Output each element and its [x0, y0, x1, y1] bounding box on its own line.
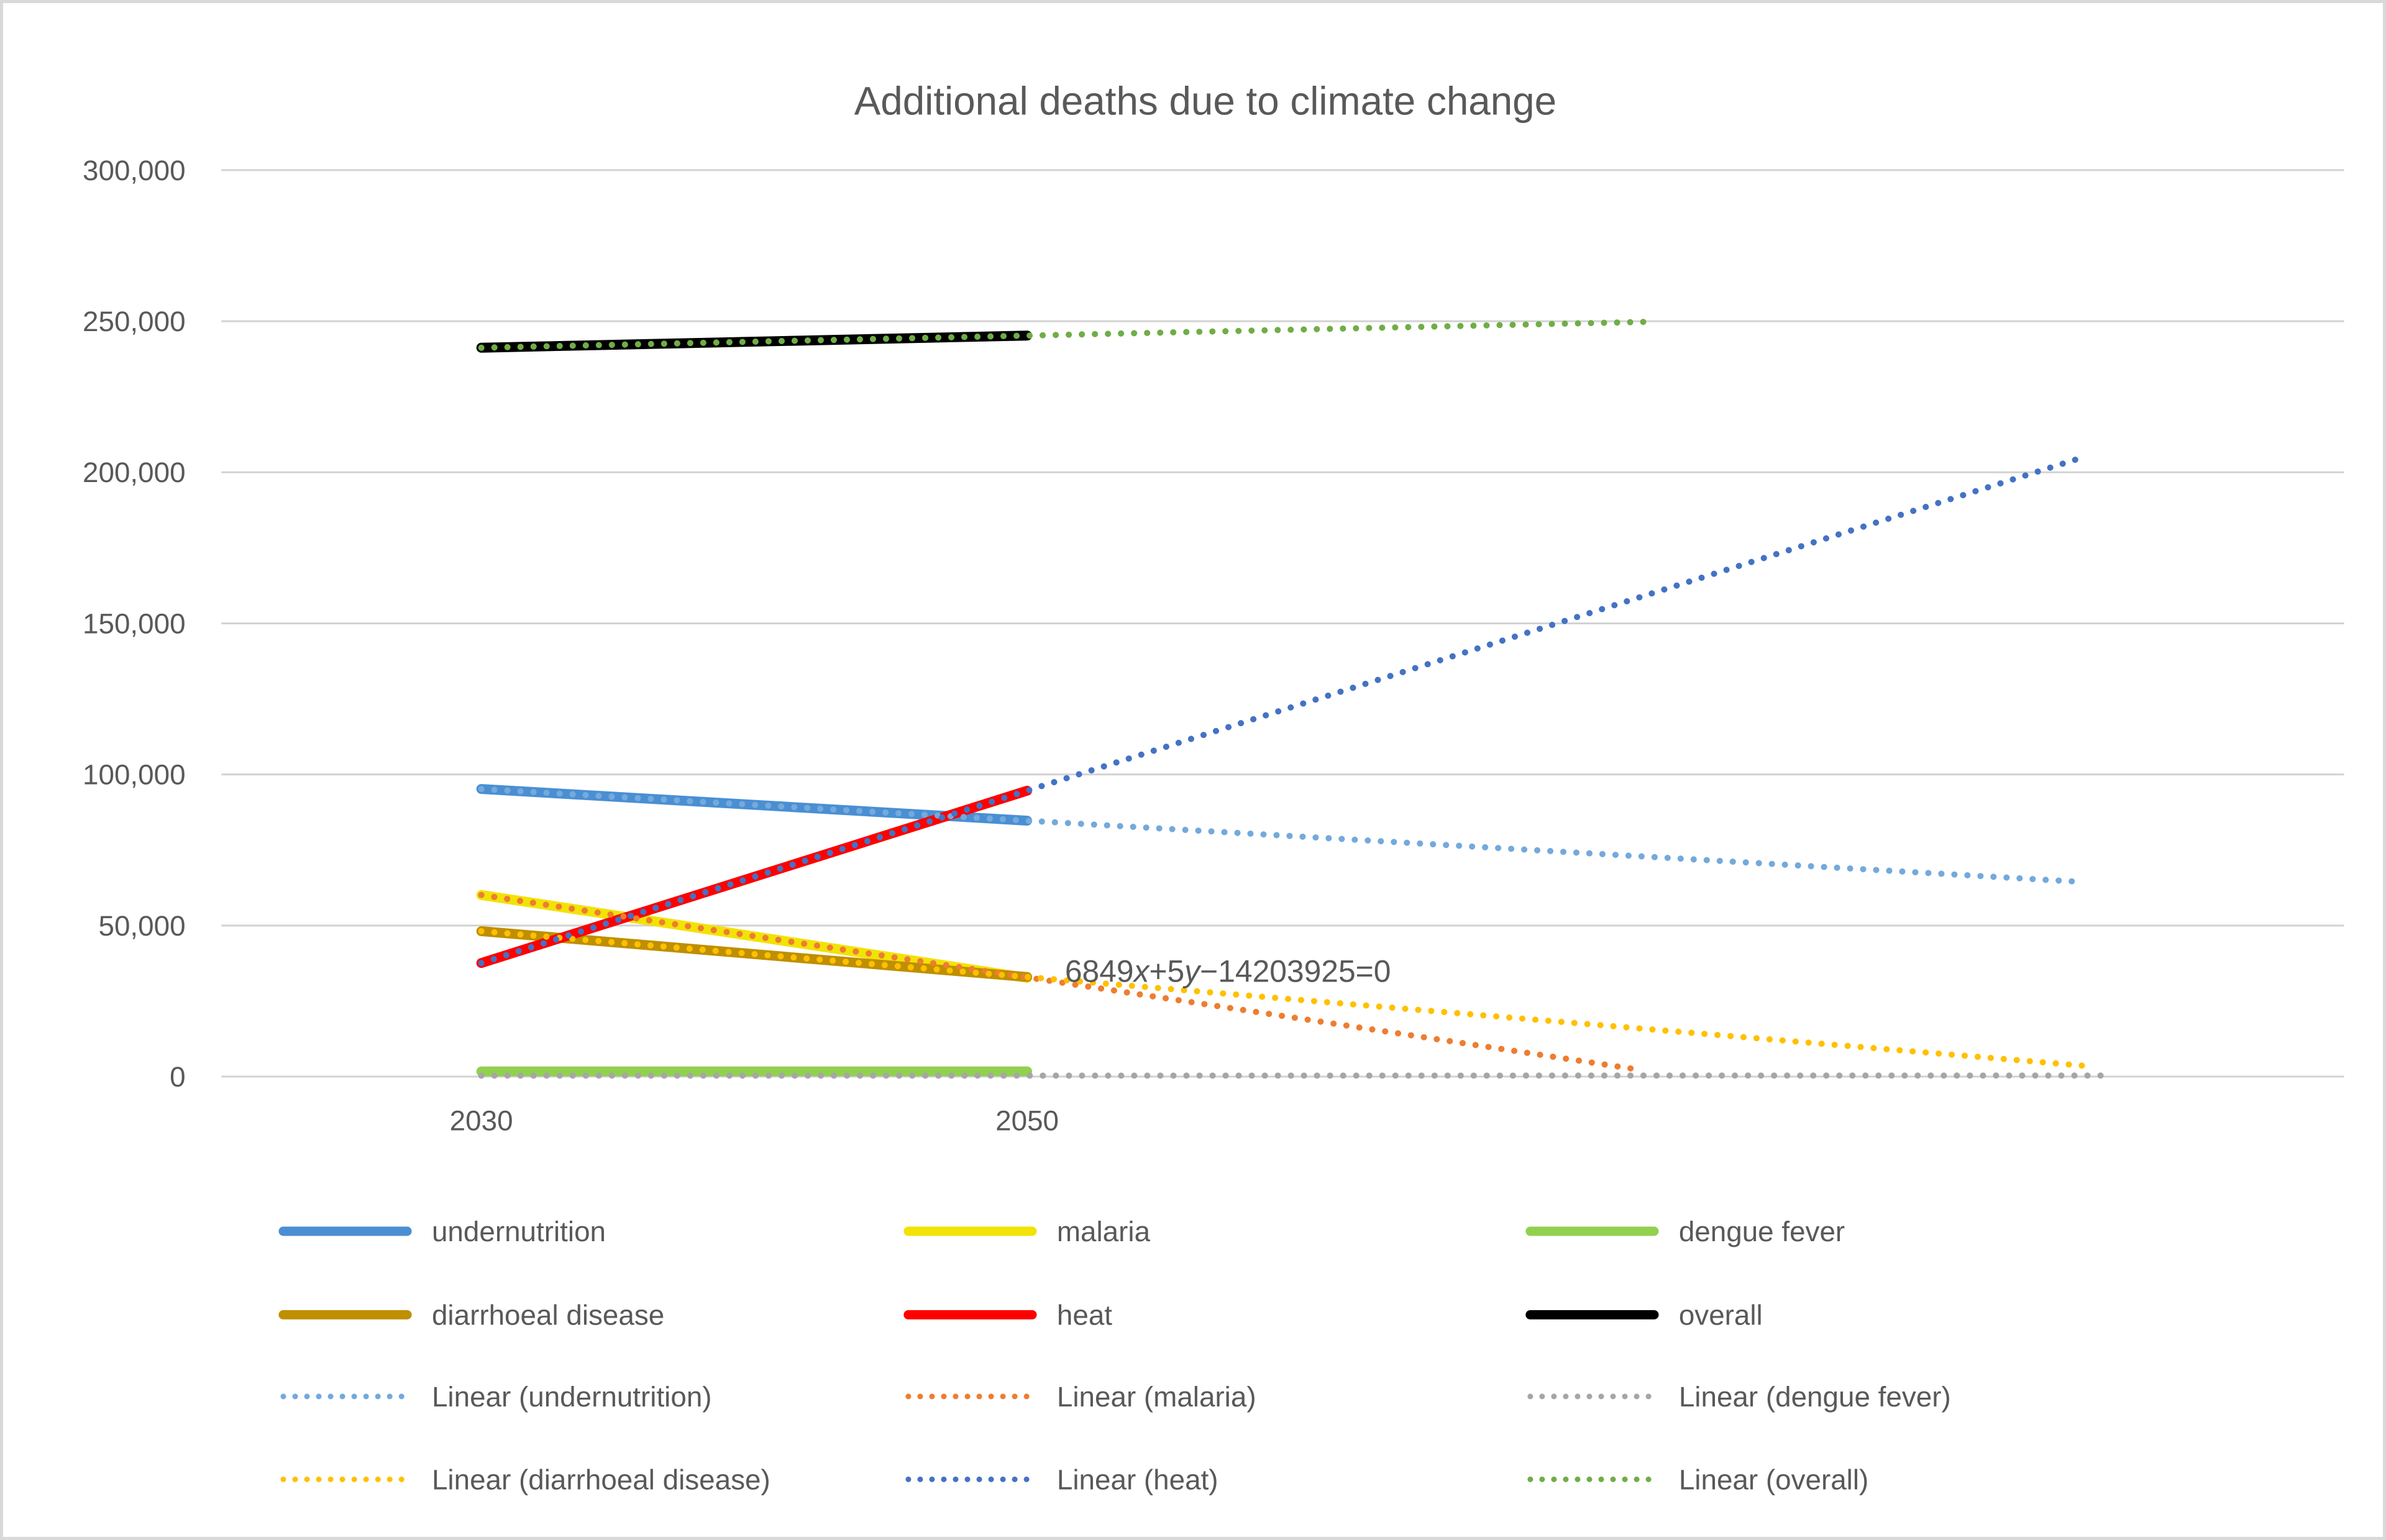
legend-label: Linear (undernutrition) — [432, 1381, 712, 1413]
y-axis-tick-label: 0 — [170, 1061, 185, 1093]
legend-label: malaria — [1057, 1216, 1151, 1247]
legend-label: Linear (diarrhoeal disease) — [432, 1464, 770, 1495]
trendline--inear-heat- — [478, 453, 2087, 967]
trendline-equation-text: 6849x+5y−14203925=0 — [1065, 954, 1391, 989]
chart-title: Additional deaths due to climate change — [854, 78, 1556, 123]
y-axis-tick-label: 300,000 — [83, 155, 186, 186]
chart-canvas: 0 50,000 100,000 150,000 200,000 250,000 300,0… — [83, 78, 2344, 1495]
x-axis-tick-label: 2030 — [450, 1105, 513, 1137]
trendline--inear-malaria- — [478, 891, 1642, 1073]
legend-label: Linear (heat) — [1057, 1464, 1218, 1495]
legend-label: dengue fever — [1679, 1216, 1845, 1247]
legend-item-linear-malaria-: Linear (malaria) — [905, 1381, 1256, 1413]
y-axis-labels: 0 50,000 100,000 150,000 200,000 250,000 300,0… — [83, 155, 186, 1093]
legend-label: heat — [1057, 1299, 1112, 1331]
y-axis-tick-label: 250,000 — [83, 306, 186, 337]
legend-label: overall — [1679, 1299, 1763, 1331]
y-axis-tick-label: 200,000 — [83, 457, 186, 488]
legend-item-linear-diarrhoeal-disease-: Linear (diarrhoeal disease) — [280, 1464, 770, 1495]
legend-item-diarrhoeal-disease: diarrhoeal disease — [278, 1299, 664, 1331]
y-axis-tick-label: 50,000 — [98, 910, 185, 942]
legend-item-linear-overall-: Linear (overall) — [1527, 1464, 1868, 1495]
legend-item-linear-undernutrition-: Linear (undernutrition) — [280, 1381, 712, 1413]
y-axis-tick-label: 100,000 — [83, 759, 186, 791]
gridlines — [221, 169, 2344, 1078]
legend-label: Linear (dengue fever) — [1679, 1381, 1951, 1413]
legend-label: diarrhoeal disease — [432, 1299, 664, 1331]
legend-item-undernutrition: undernutrition — [278, 1216, 606, 1247]
trendline-equation-annotation: 6849x+5y−14203925=0 — [1065, 954, 1391, 989]
legend-label: Linear (malaria) — [1057, 1381, 1256, 1413]
legend: undernutrition malaria dengue fever diarrho… — [278, 1216, 1951, 1495]
x-axis-labels: 2030 2050 — [450, 1105, 1059, 1137]
legend-item-dengue-fever: dengue fever — [1525, 1216, 1845, 1247]
y-axis-tick-label: 150,000 — [83, 608, 186, 639]
x-axis-tick-label: 2050 — [995, 1105, 1059, 1137]
trendline--inear-overall- — [478, 319, 1650, 351]
legend-label: Linear (overall) — [1679, 1464, 1868, 1495]
trend-lines — [478, 319, 2111, 1079]
legend-item-overall: overall — [1525, 1299, 1763, 1331]
legend-label: undernutrition — [432, 1216, 606, 1247]
legend-item-linear-heat-: Linear (heat) — [905, 1464, 1218, 1495]
legend-item-malaria: malaria — [903, 1216, 1151, 1247]
series-lines — [476, 330, 1033, 1077]
legend-item-linear-dengue-fever-: Linear (dengue fever) — [1527, 1381, 1951, 1413]
legend-item-heat: heat — [903, 1299, 1112, 1331]
